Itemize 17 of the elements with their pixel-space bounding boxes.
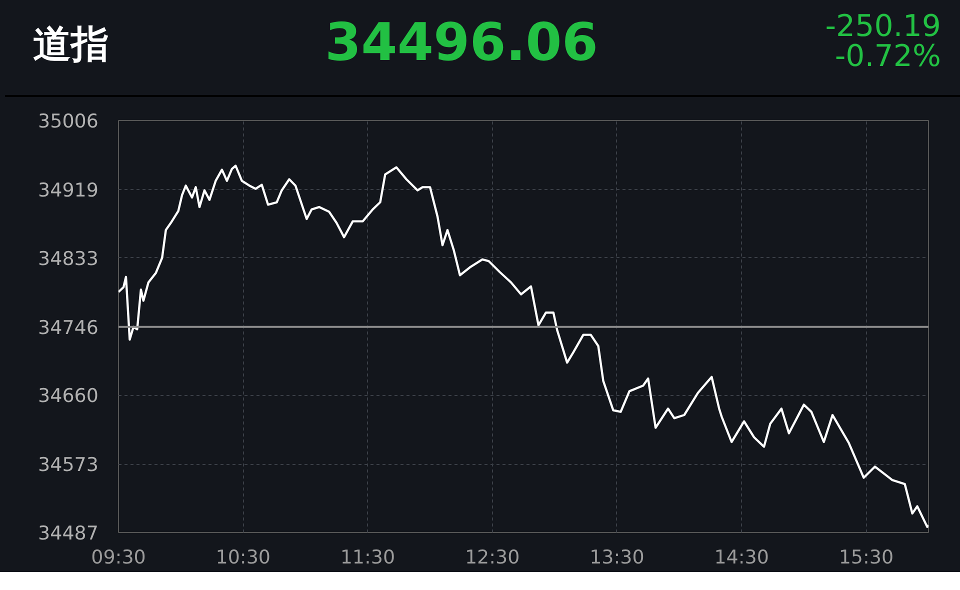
y-tick-label: 35006 xyxy=(38,110,99,132)
chart-title: 道指 xyxy=(33,21,109,68)
x-tick-label: 15:30 xyxy=(838,546,894,568)
y-tick-label: 34833 xyxy=(38,248,99,270)
y-tick-label: 34746 xyxy=(38,316,99,339)
y-tick-label: 34487 xyxy=(38,522,99,544)
x-tick-label: 11:30 xyxy=(340,546,396,568)
x-tick-label: 09:30 xyxy=(91,546,146,568)
x-tick-label: 14:30 xyxy=(714,546,769,568)
x-tick-label: 10:30 xyxy=(216,546,271,568)
line-series xyxy=(118,164,928,528)
x-tick-label: 12:30 xyxy=(464,546,520,568)
y-tick-label: 34919 xyxy=(38,180,99,202)
text: 34496.06 xyxy=(325,13,598,73)
x-tick-label: 13:30 xyxy=(590,546,644,568)
y-tick-label: 34573 xyxy=(38,454,99,476)
y-tick-label: 34660 xyxy=(38,385,99,408)
